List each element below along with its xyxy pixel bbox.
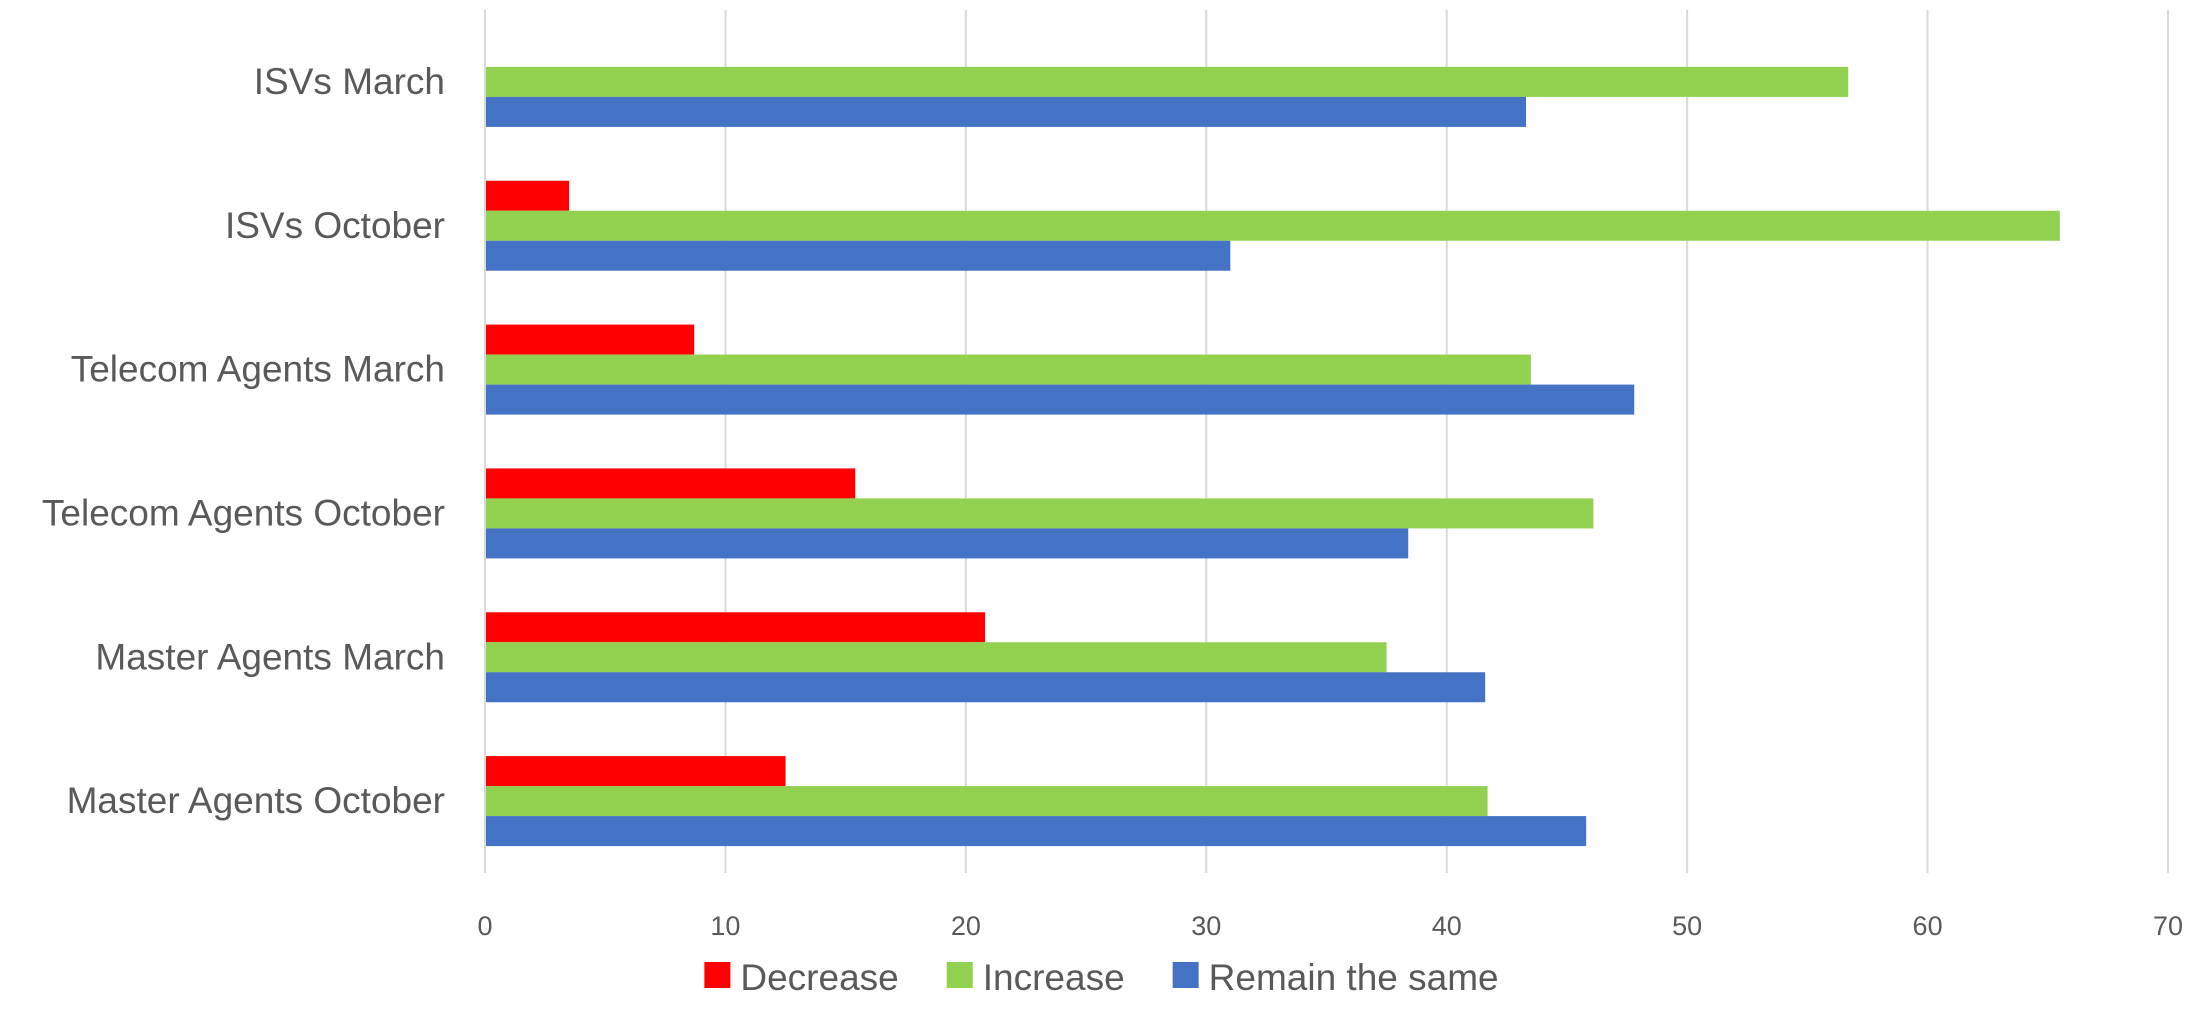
bar-increase bbox=[485, 786, 1488, 817]
legend-label: Decrease bbox=[740, 957, 898, 998]
bar-decrease bbox=[485, 180, 570, 211]
category-label: Telecom Agents October bbox=[42, 492, 445, 533]
gridlines bbox=[484, 10, 2169, 873]
legend-swatch-increase bbox=[946, 962, 973, 988]
axes: 0 10 20 30 40 50 60 70 ISVs March ISVs October Tel… bbox=[42, 10, 2183, 941]
legend-swatch-decrease bbox=[704, 962, 731, 988]
bar-increase bbox=[485, 66, 1849, 97]
x-tick-label: 50 bbox=[1672, 911, 1702, 941]
x-tick-label: 70 bbox=[2153, 911, 2183, 941]
x-tick-label: 10 bbox=[710, 911, 740, 941]
bar-increase bbox=[485, 498, 1594, 529]
bars bbox=[485, 66, 2060, 847]
x-tick-label: 30 bbox=[1191, 911, 1221, 941]
legend-swatch-remain-the-same bbox=[1172, 962, 1199, 988]
bar-decrease bbox=[485, 612, 986, 643]
category-label: Telecom Agents March bbox=[71, 349, 445, 390]
bar-increase bbox=[485, 210, 2060, 241]
legend-label: Increase bbox=[983, 957, 1125, 998]
category-label: Master Agents March bbox=[95, 636, 445, 677]
bar-decrease bbox=[485, 324, 695, 355]
x-tick-label: 20 bbox=[951, 911, 981, 941]
bar-remain-the-same bbox=[485, 816, 1587, 847]
x-tick-label: 40 bbox=[1432, 911, 1462, 941]
bar-remain-the-same bbox=[485, 240, 1231, 271]
bar-decrease bbox=[485, 468, 856, 499]
bar-decrease bbox=[485, 756, 786, 787]
bar-remain-the-same bbox=[485, 96, 1527, 127]
x-tick-label: 0 bbox=[477, 911, 492, 941]
category-label: ISVs October bbox=[225, 205, 445, 246]
category-label: ISVs March bbox=[254, 61, 445, 102]
bar-increase bbox=[485, 642, 1387, 673]
bar-remain-the-same bbox=[485, 384, 1635, 415]
bar-increase bbox=[485, 354, 1531, 385]
bar-remain-the-same bbox=[485, 672, 1486, 703]
legend: Decrease Increase Remain the same bbox=[704, 957, 1499, 998]
x-tick-label: 60 bbox=[1913, 911, 1943, 941]
bar-remain-the-same bbox=[485, 528, 1409, 559]
category-label: Master Agents October bbox=[67, 780, 445, 821]
legend-label: Remain the same bbox=[1209, 957, 1499, 998]
